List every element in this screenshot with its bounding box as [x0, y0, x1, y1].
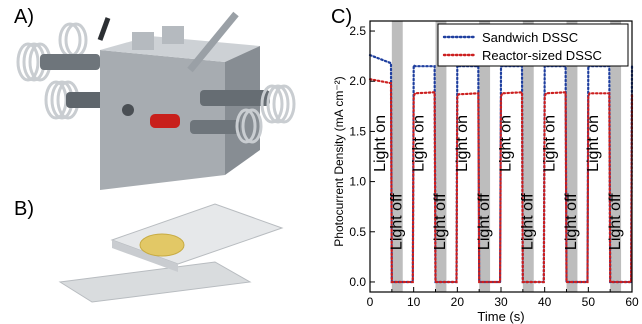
x-tick-label: 10: [407, 295, 421, 309]
legend-box: [437, 23, 629, 67]
light-off-shading: [391, 21, 622, 292]
fitting-right-lower: [190, 120, 240, 134]
light-state-label: Light on: [585, 115, 602, 172]
panel-c-label: C): [331, 6, 353, 28]
fitting-left-top: [40, 54, 100, 70]
light-off-band: [522, 21, 534, 292]
light-state-label: Light off: [389, 193, 406, 250]
valve-cap-1: [132, 32, 154, 50]
valve-cap-2: [162, 26, 184, 44]
x-axis-label: Time (s): [477, 309, 524, 324]
x-tick-label: 30: [494, 295, 508, 309]
x-tick-label: 20: [451, 295, 465, 309]
port-hole: [122, 104, 134, 116]
x-tick-label: 50: [582, 295, 596, 309]
x-tick-label: 40: [538, 295, 552, 309]
y-tick-label: 1.0: [349, 175, 366, 189]
x-tick-label: 0: [367, 295, 374, 309]
red-knob: [150, 114, 180, 128]
light-state-label: Light on: [410, 115, 427, 172]
light-state-label: Light off: [432, 193, 449, 250]
light-state-label: Light off: [607, 193, 624, 250]
x-tick-label: 60: [625, 295, 639, 309]
y-tick-label: 1.5: [349, 124, 366, 138]
probe-rod: [187, 11, 239, 73]
light-state-label: Light on: [372, 115, 389, 172]
fitting-right: [200, 90, 270, 106]
annotations: Light on Light off Light on Light off Light …: [372, 115, 624, 250]
reactor-illustration: [16, 11, 296, 190]
y-axis-label: Photocurrent Density (mA cm⁻²): [332, 76, 346, 246]
dssc-slides-illustration: [58, 203, 284, 303]
light-state-label: Light off: [563, 193, 580, 250]
light-off-band: [435, 21, 447, 292]
light-state-label: Light off: [476, 193, 493, 250]
panel-a-label: A): [14, 6, 34, 28]
light-state-label: Light on: [541, 115, 558, 172]
bottom-glass-slide: [58, 261, 252, 303]
thermocouple: [97, 17, 111, 41]
light-state-label: Light off: [520, 193, 537, 250]
dye-spot: [139, 233, 185, 257]
coil-right: [260, 84, 296, 124]
series-line: [368, 78, 634, 284]
legend-label: Sandwich DSSC: [482, 30, 578, 45]
light-state-label: Light on: [454, 115, 471, 172]
top-glass-edge: [112, 240, 178, 272]
y-tick-label: 0.0: [349, 275, 366, 289]
y-tick-label: 2.5: [349, 24, 366, 38]
light-off-band: [566, 21, 578, 292]
y-tick-label: 2.0: [349, 74, 366, 88]
light-off-band: [391, 21, 403, 292]
light-state-label: Light on: [498, 115, 515, 172]
panel-b-label: B): [14, 198, 34, 220]
light-off-band: [610, 21, 622, 292]
legend-label: Reactor-sized DSSC: [482, 48, 602, 63]
y-tick-label: 0.5: [349, 225, 366, 239]
legend: Sandwich DSSC Reactor-sized DSSC: [437, 23, 629, 67]
axes: 0 10 20 30 40 50 60 0.0 0.5 1.0 1.5 2.0 2.5 Time (s) P…: [332, 24, 639, 324]
light-off-band: [479, 21, 491, 292]
coil-right-lower: [235, 108, 263, 144]
